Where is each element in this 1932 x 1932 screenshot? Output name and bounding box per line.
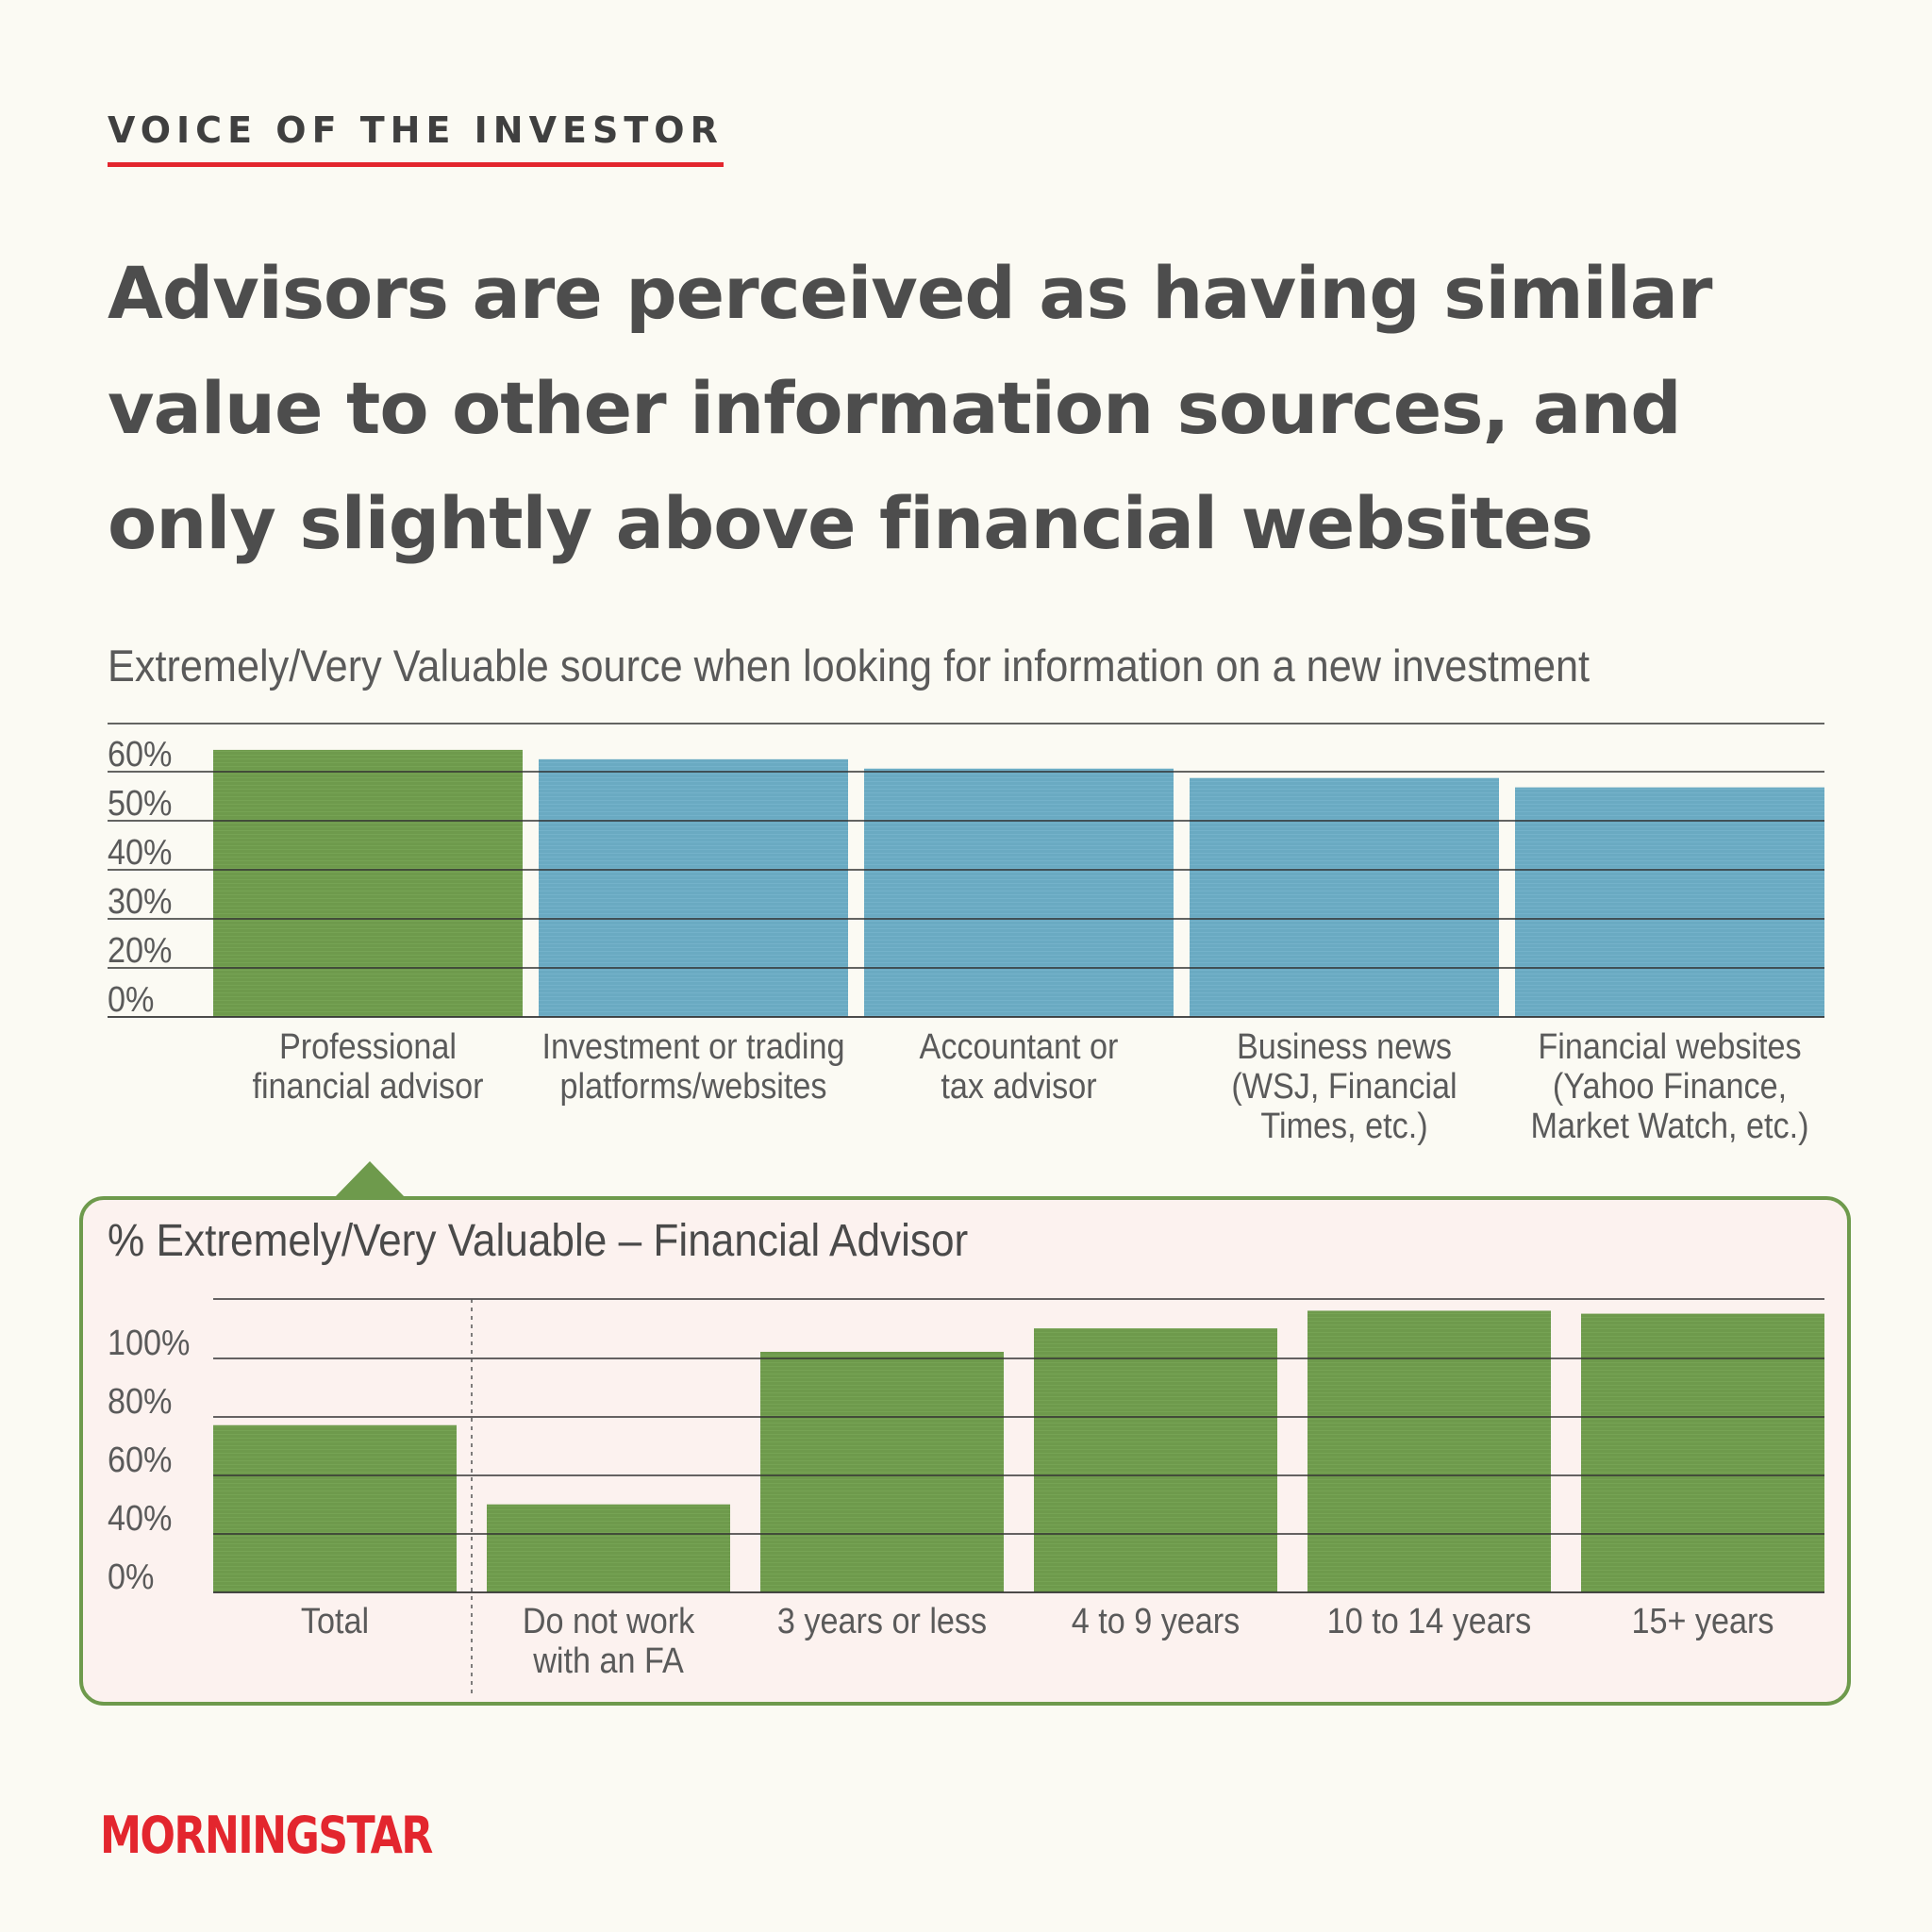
category-label: Business news xyxy=(1237,1025,1452,1066)
y-tick-label: 60% xyxy=(108,1439,172,1479)
bar xyxy=(539,758,848,1017)
category-label: Investment or trading xyxy=(541,1025,844,1066)
category-label: 4 to 9 years xyxy=(1072,1600,1241,1641)
bar xyxy=(1515,787,1824,1017)
y-tick-label: 0% xyxy=(108,1556,154,1596)
category-label: tax advisor xyxy=(941,1065,1096,1106)
category-label: platforms/websites xyxy=(559,1065,826,1106)
bar xyxy=(1307,1310,1551,1592)
y-tick-label: 40% xyxy=(108,1497,172,1538)
y-tick-label: 30% xyxy=(108,880,172,921)
bar xyxy=(760,1351,1004,1592)
bar xyxy=(213,749,523,1017)
y-tick-label: 60% xyxy=(108,733,172,774)
chart2-title: % Extremely/Very Valuable – Financial Ad… xyxy=(108,1216,969,1266)
bar xyxy=(1581,1313,1824,1592)
category-label: Do not work xyxy=(523,1600,695,1641)
bar xyxy=(487,1504,730,1592)
morningstar-logo: MORNINGSTAR xyxy=(100,1806,433,1865)
y-tick-label: 50% xyxy=(108,782,172,823)
category-label: 3 years or less xyxy=(777,1600,987,1641)
y-tick-label: 100% xyxy=(108,1322,190,1362)
kicker: VOICE OF THE INVESTOR xyxy=(108,109,724,167)
chart1-title: Extremely/Very Valuable source when look… xyxy=(108,641,1591,691)
y-tick-label: 80% xyxy=(108,1380,172,1421)
category-label: (Yahoo Finance, xyxy=(1553,1065,1787,1106)
y-tick-label: 0% xyxy=(108,978,154,1019)
category-label: financial advisor xyxy=(252,1065,483,1106)
category-label: Times, etc.) xyxy=(1260,1105,1427,1145)
category-label: Financial websites xyxy=(1538,1025,1801,1066)
bar xyxy=(213,1424,457,1592)
category-label: Professional xyxy=(279,1025,457,1066)
headline: Advisors are perceived as having similar… xyxy=(108,251,1713,565)
category-label: Total xyxy=(301,1600,369,1641)
bar xyxy=(1190,777,1499,1017)
y-tick-label: 40% xyxy=(108,831,172,872)
category-label: 15+ years xyxy=(1631,1600,1774,1641)
bar xyxy=(864,768,1174,1017)
panel-pointer xyxy=(334,1161,406,1198)
category-label: with an FA xyxy=(532,1640,684,1680)
category-label: 10 to 14 years xyxy=(1327,1600,1532,1641)
category-label: (WSJ, Financial xyxy=(1231,1065,1457,1106)
category-label: Market Watch, etc.) xyxy=(1531,1105,1809,1145)
bar xyxy=(1034,1328,1277,1592)
category-label: Accountant or xyxy=(920,1025,1119,1066)
y-tick-label: 20% xyxy=(108,929,172,970)
